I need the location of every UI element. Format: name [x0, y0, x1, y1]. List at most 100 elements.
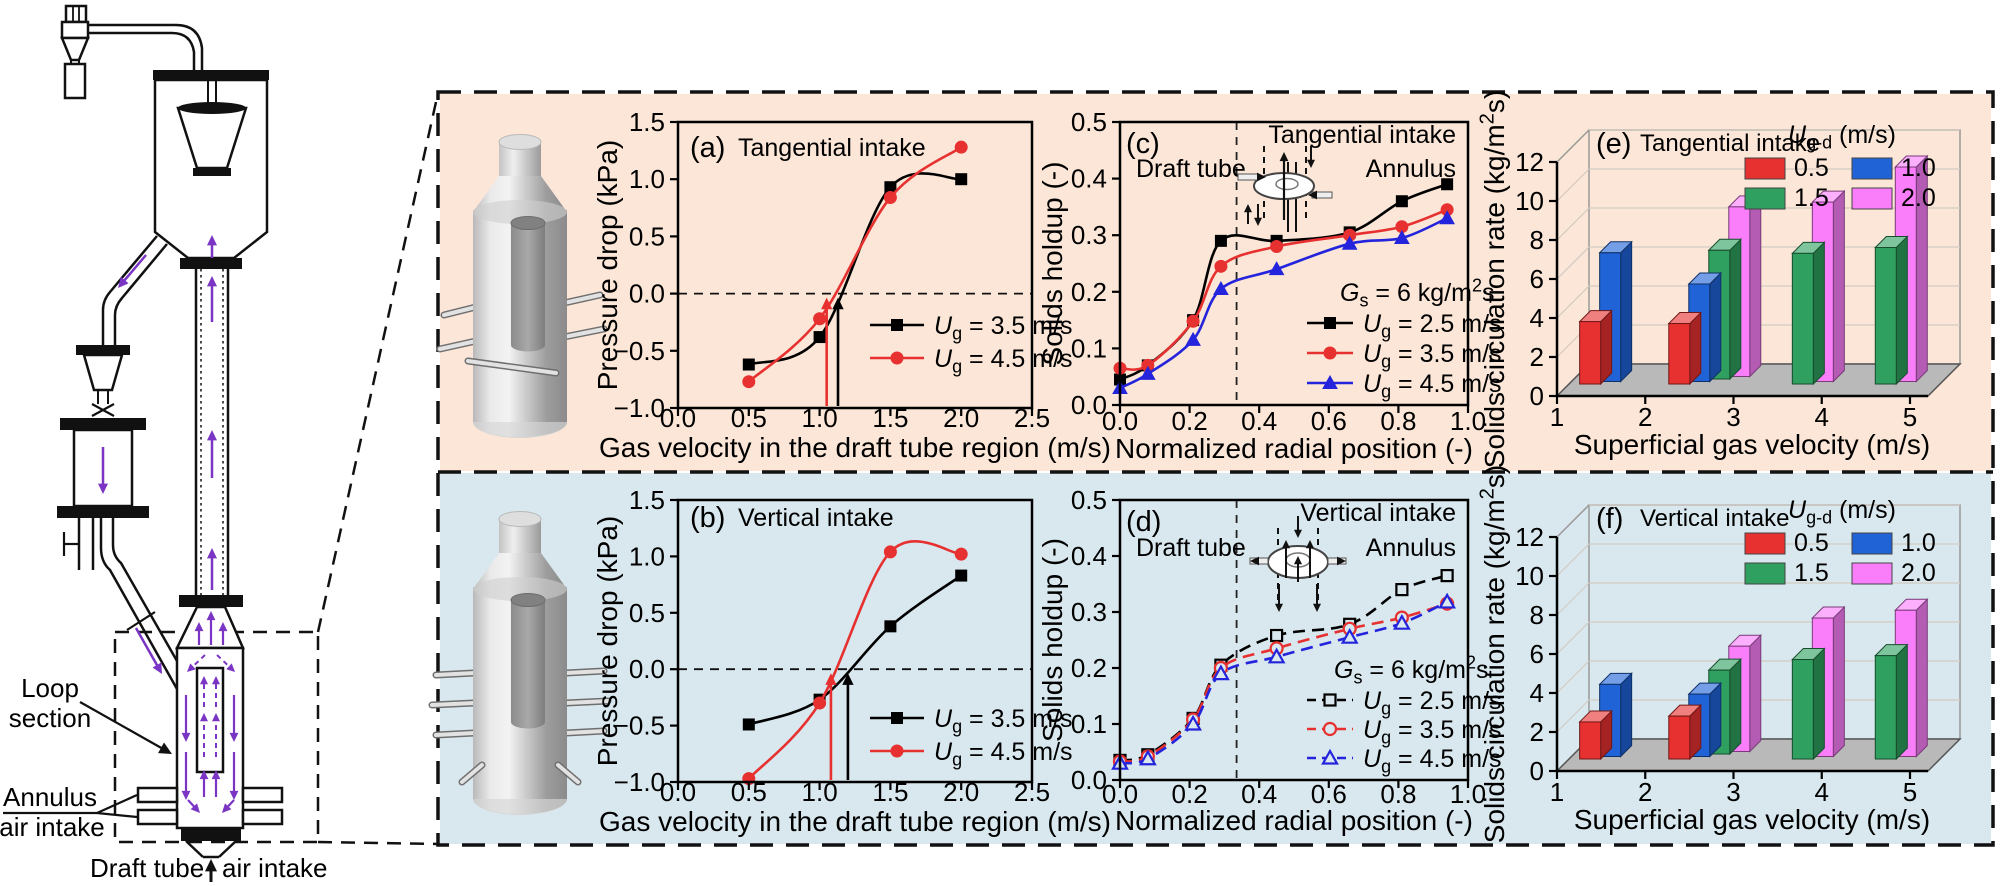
bar-side — [1895, 643, 1908, 761]
marker-square — [891, 712, 903, 724]
arrowhead — [1281, 540, 1291, 549]
marker-circle — [1322, 721, 1338, 737]
panel-letter: (d) — [1126, 506, 1161, 538]
y-tick-label: 0.2 — [1071, 277, 1107, 307]
x-axis-label: Gas velocity in the draft tube region (m… — [599, 432, 1111, 463]
sidewall-gridline — [1556, 582, 1590, 616]
x-tick-label: 0.8 — [1380, 406, 1416, 436]
y-tick-label: 1.0 — [629, 541, 665, 571]
intake-nozzle — [466, 359, 558, 375]
marker-triangle — [1213, 280, 1229, 295]
marker-triangle — [1268, 261, 1285, 276]
marker-circle — [890, 351, 904, 365]
arrowhead — [825, 673, 837, 685]
vessel-neck-top — [498, 134, 542, 150]
draft-tube-air-intake-label-left: Draft tube — [90, 853, 204, 883]
bar-side — [1600, 309, 1613, 386]
marker-triangle — [1439, 210, 1455, 225]
x-axis-label: Normalized radial position (-) — [1115, 433, 1473, 464]
marker-circle — [1270, 240, 1284, 254]
marker-square — [1395, 195, 1408, 208]
arrowhead — [1306, 159, 1316, 168]
legend-entry-label: Ug = 3.5 m/s — [1363, 716, 1502, 748]
schematic-line — [218, 840, 237, 858]
riser-top-flange — [180, 258, 242, 269]
return-pipe-upper — [113, 243, 168, 345]
series-line — [748, 574, 962, 726]
bar-side — [1749, 194, 1762, 378]
x-tick-label: 5 — [1903, 402, 1917, 432]
marker-square — [1324, 317, 1336, 329]
schematic-labels: Loop section Annulus air intake Draft tu… — [0, 673, 328, 883]
arrowhead — [1274, 603, 1284, 612]
disengager-lid — [153, 70, 269, 80]
sidewall-gridline — [1556, 660, 1590, 694]
arrowhead — [211, 770, 221, 780]
panel-b-pressure-drop-vertical: 0.0 0.5 1.0 1.5 2.0 2.5−1.0−0.50.00.51.01.5Ga… — [592, 485, 1111, 837]
marker-square — [884, 620, 897, 633]
arrowhead — [206, 276, 218, 287]
x-tick-label: 2 — [1638, 402, 1652, 432]
marker-square — [1269, 628, 1284, 643]
legend-entry-label: Ug = 2.5 m/s — [1363, 687, 1502, 719]
marker-triangle — [1341, 235, 1358, 250]
bar-side — [1812, 241, 1825, 386]
x-axis-label: Gas velocity in the draft tube region (m… — [599, 806, 1111, 837]
bar-side — [1915, 598, 1928, 758]
panel-letter: (e) — [1596, 128, 1631, 160]
inset-drafttube-topview — [1275, 177, 1299, 191]
arrowhead — [1293, 556, 1303, 565]
annulus-intake-pipe — [241, 808, 284, 826]
intake-nozzle — [430, 701, 476, 707]
arrowhead — [1305, 540, 1315, 549]
zoom-connector-top — [316, 92, 440, 633]
hopper-flange — [76, 345, 130, 355]
arrowhead — [190, 803, 200, 813]
marker-square — [1214, 234, 1227, 247]
bar — [1579, 321, 1602, 385]
intake-nozzle — [562, 327, 606, 339]
bar — [1874, 655, 1897, 760]
intake-nozzle — [564, 699, 610, 705]
bar-side — [1689, 311, 1702, 386]
x-tick-label: 4 — [1815, 402, 1829, 432]
y-tick-label: 0.2 — [1071, 653, 1107, 683]
y-axis-label: Solids holdup (-) — [1037, 538, 1068, 742]
y-axis-label: Solids circulation rate (kg/m2s) — [1476, 90, 1510, 468]
arrowhead — [1279, 152, 1289, 162]
annulus-air-intake-label-line1: Annulus — [3, 782, 97, 812]
region-label-draft-tube: Draft tube — [1136, 534, 1246, 562]
bar-side — [1620, 672, 1633, 758]
bar — [1668, 323, 1691, 385]
marker-square — [742, 358, 755, 371]
legend-title: Ug-d (m/s) — [1788, 496, 1896, 528]
legend-entry-label: Ug = 4.5 m/s — [1363, 370, 1502, 402]
annulus-intake-pipe — [136, 786, 179, 804]
bar-side — [1709, 271, 1722, 383]
x-tick-label: 1 — [1550, 402, 1564, 432]
legend-entry-label: 2.0 — [1901, 559, 1936, 587]
x-tick-label: 1.0 — [1450, 406, 1486, 436]
arrow-line — [216, 654, 232, 669]
panel-d-solids-holdup-vertical: 0.0 0.2 0.4 0.6 0.8 1.0 0.0 0.1 0.2 0.3 0.4 0.5 Norm… — [1037, 485, 1502, 836]
plot-frame — [676, 498, 1034, 784]
panel-letter: (f) — [1596, 503, 1623, 535]
bar — [1668, 715, 1691, 760]
y-tick-label: 0.0 — [629, 279, 665, 309]
y-tick-label: 0.5 — [629, 221, 665, 251]
x-tick-label: 1 — [1550, 777, 1564, 807]
marker-triangle — [1185, 331, 1201, 346]
x-tick-label: 1.0 — [1450, 779, 1486, 809]
y-tick-label: 12 — [1515, 147, 1544, 177]
x-tick-label: 3 — [1726, 402, 1740, 432]
panel-title: Tangential intake — [1268, 121, 1456, 149]
y-tick-label: 4 — [1530, 303, 1544, 333]
sidewall-gridline — [1556, 246, 1590, 280]
marker-triangle — [1184, 714, 1202, 731]
cyclone-catch-pot — [63, 62, 87, 100]
y-tick-label: 12 — [1515, 522, 1544, 552]
arrowhead — [226, 663, 235, 672]
marker-square — [742, 718, 755, 731]
arrowhead — [1312, 603, 1322, 612]
legend-entry-label: Ug = 2.5 m/s — [1363, 310, 1502, 342]
